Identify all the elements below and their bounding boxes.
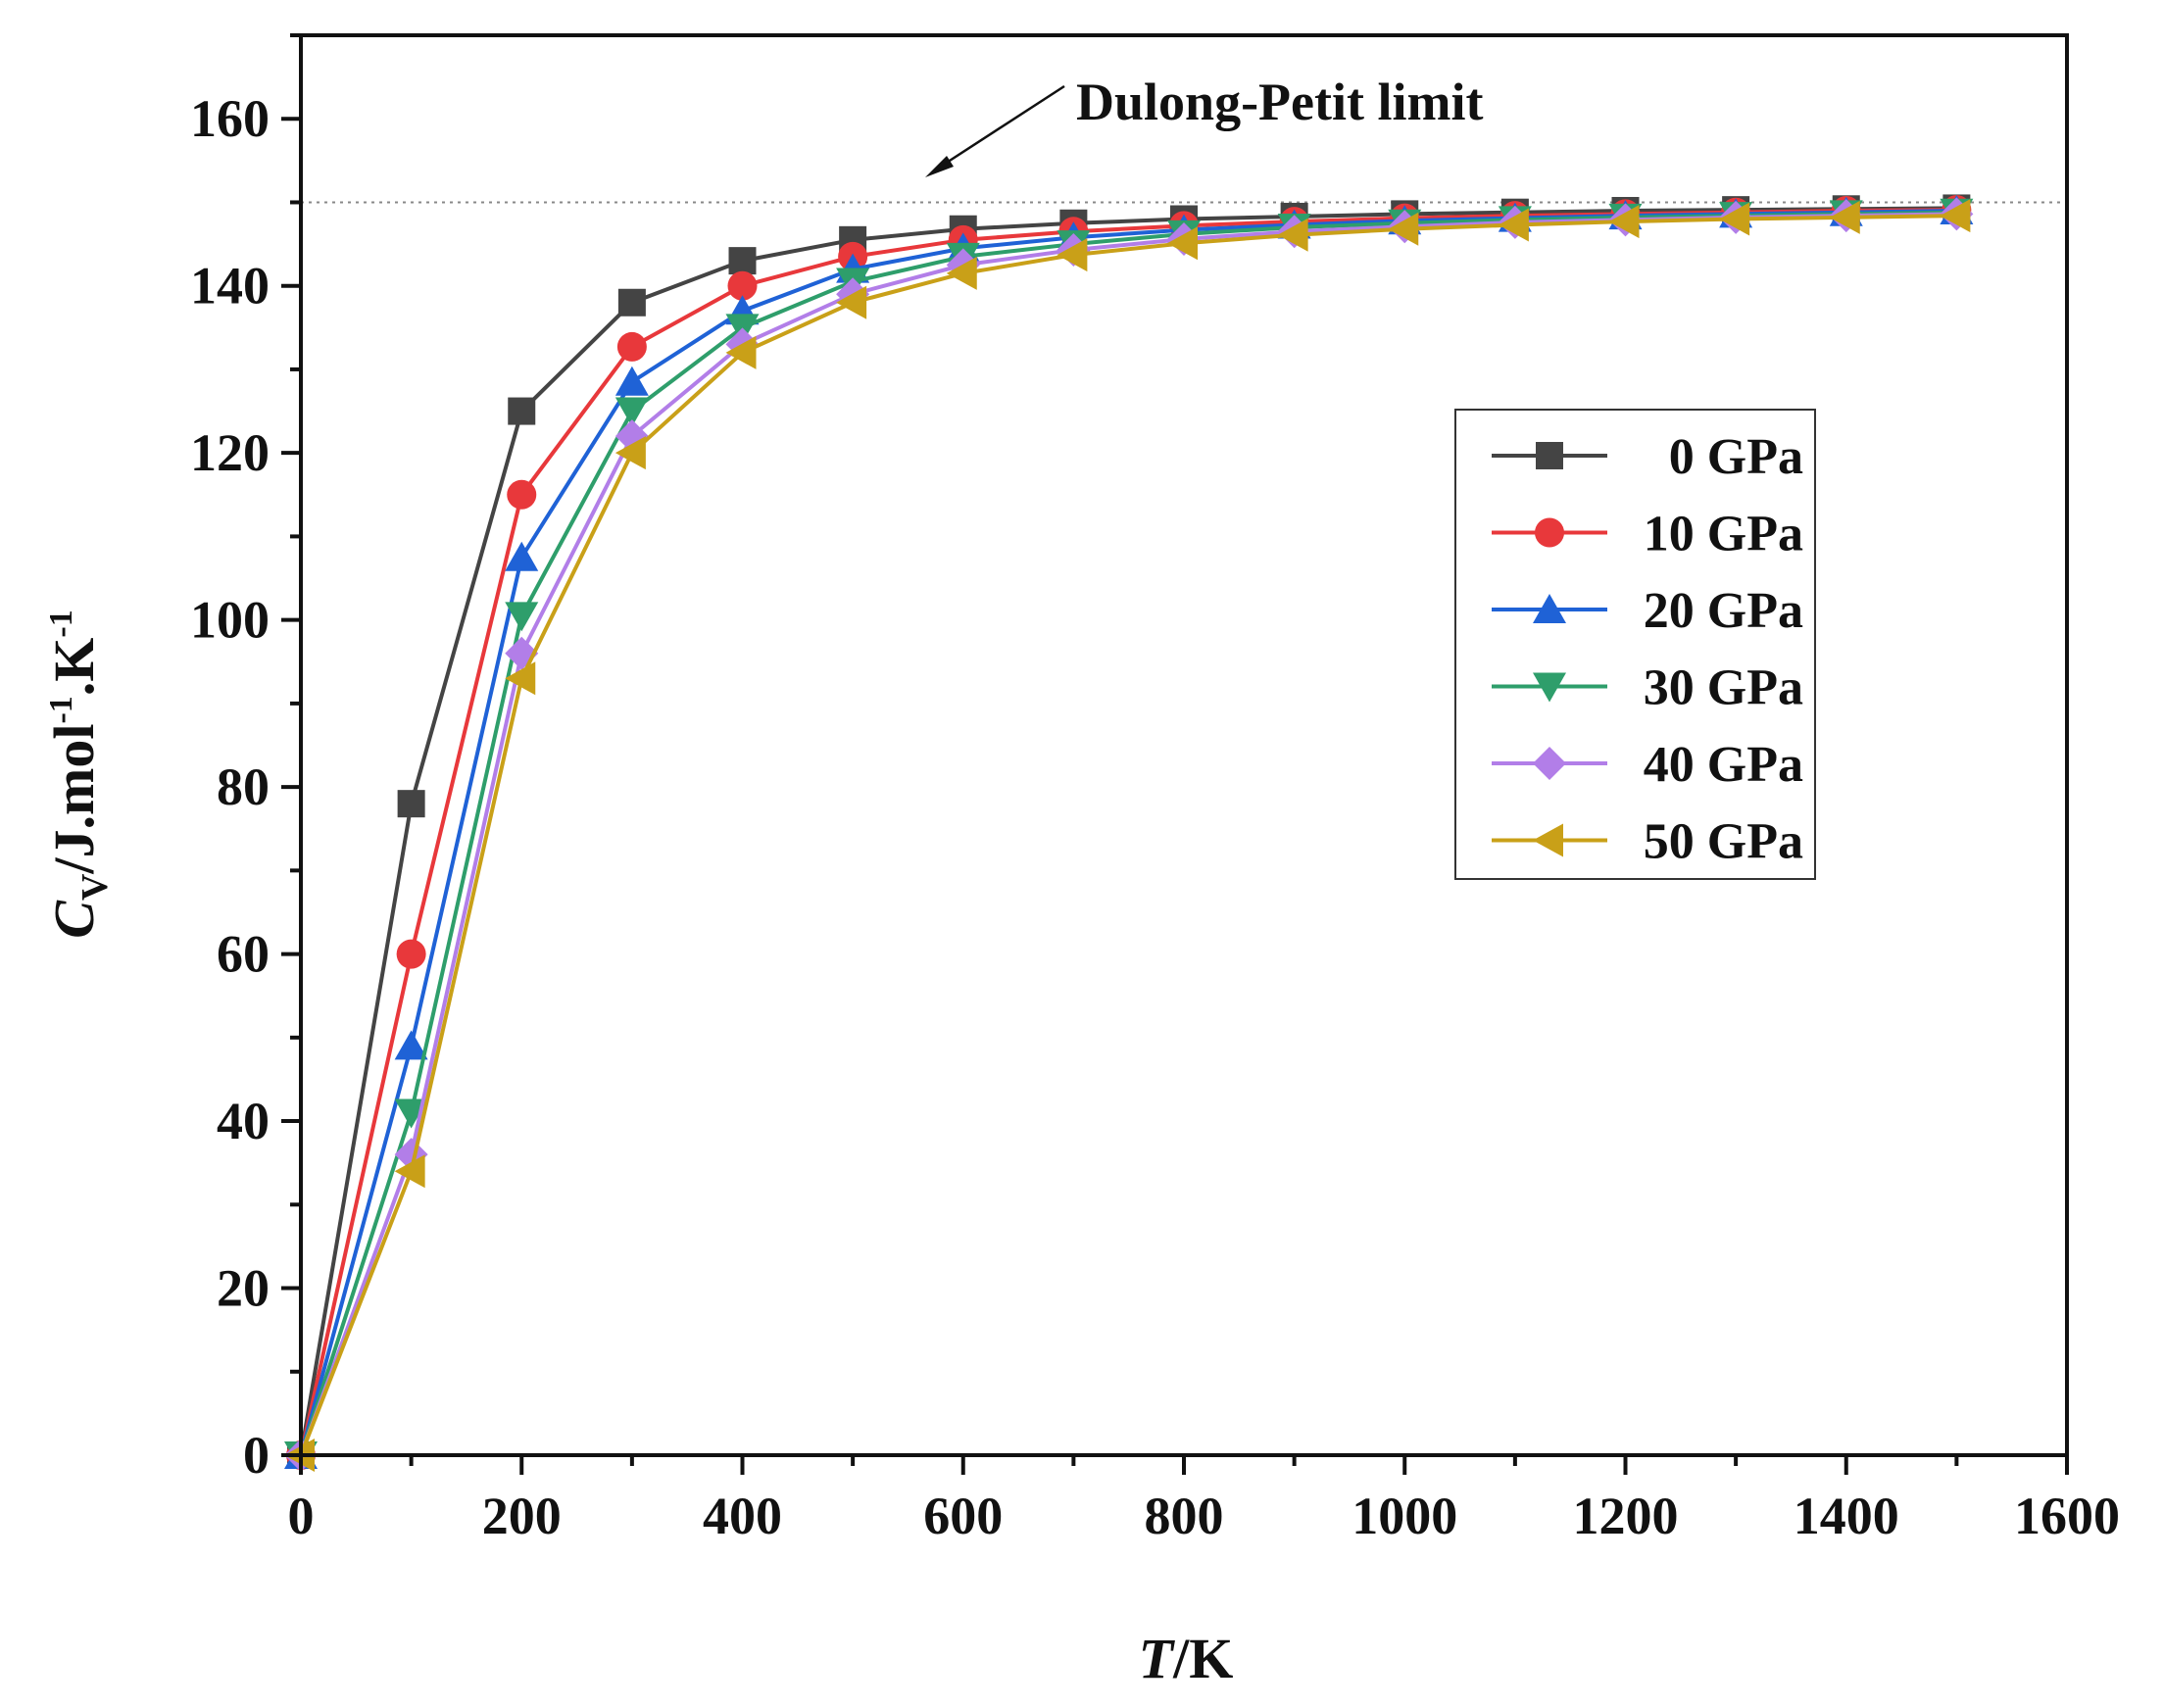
series-line [299, 206, 1957, 1456]
marker-triangle-left [1167, 226, 1198, 261]
marker-circle [507, 479, 537, 510]
legend-item: 10 GPa [1492, 507, 1803, 562]
marker-triangle-left [1057, 238, 1088, 272]
marker-triangle-left [1608, 205, 1640, 239]
x-tick-label: 0 [288, 1487, 315, 1545]
y-tick-label: 120 [190, 423, 270, 482]
y-axis-label: CV/J.mol-1.K-1 [42, 610, 116, 938]
x-axis-label: T/K [1139, 1627, 1234, 1690]
x-tick-label: 1000 [1352, 1487, 1457, 1545]
marker-triangle-left [1940, 199, 1971, 233]
legend-label: 30 GPa [1644, 660, 1803, 716]
marker-triangle-down [394, 1098, 428, 1129]
annotation-arrow [935, 84, 1065, 171]
marker-triangle-up [614, 366, 649, 396]
y-tick-label: 0 [243, 1426, 270, 1485]
y-tick-label: 100 [190, 591, 270, 650]
series-line [299, 214, 1957, 1456]
marker-square [728, 247, 757, 275]
marker-circle [616, 331, 647, 362]
marker-square [1536, 442, 1563, 469]
series-line [299, 210, 1957, 1456]
marker-triangle-left [394, 1154, 425, 1189]
x-tick-label: 600 [923, 1487, 1003, 1545]
annotation-label: Dulong-Petit limit [1076, 73, 1483, 131]
y-tick-label: 160 [190, 89, 270, 148]
legend-item: 0 GPa [1492, 429, 1803, 485]
x-tick-label: 800 [1145, 1487, 1224, 1545]
legend-item: 40 GPa [1492, 737, 1803, 793]
marker-triangle-left [1388, 212, 1419, 246]
marker-square [508, 397, 536, 425]
marker-diamond [1533, 747, 1566, 780]
marker-triangle-down [614, 397, 649, 427]
marker-circle [1535, 517, 1564, 548]
legend-label: 50 GPa [1644, 814, 1803, 870]
marker-triangle-left [1829, 200, 1860, 234]
legend-label: 40 GPa [1644, 737, 1803, 793]
y-tick-label: 40 [217, 1092, 270, 1150]
marker-triangle-left [836, 285, 867, 319]
marker-triangle-left [725, 335, 757, 369]
legend-item: 50 GPa [1492, 814, 1803, 870]
x-tick-label: 1200 [1573, 1487, 1679, 1545]
x-tick-label: 1600 [2014, 1487, 2120, 1545]
legend-label: 0 GPa [1669, 429, 1803, 485]
marker-triangle-up [1533, 594, 1566, 623]
marker-triangle-left [1498, 208, 1529, 242]
legend-item: 30 GPa [1492, 660, 1803, 716]
y-tick-label: 80 [217, 757, 270, 816]
marker-triangle-down [505, 602, 539, 632]
marker-circle [396, 939, 426, 969]
marker-triangle-up [394, 1030, 428, 1060]
marker-triangle-left [946, 256, 977, 290]
legend-box [1454, 409, 1816, 880]
marker-circle [727, 270, 758, 301]
legend-label: 20 GPa [1644, 583, 1803, 639]
y-tick-label: 140 [190, 257, 270, 316]
legend-label: 10 GPa [1644, 507, 1803, 562]
legend-item: 20 GPa [1492, 583, 1803, 639]
marker-triangle-left [505, 661, 536, 696]
x-tick-label: 400 [703, 1487, 782, 1545]
marker-triangle-left [1277, 218, 1308, 252]
annotation-arrowhead [925, 156, 954, 177]
marker-triangle-left [1533, 823, 1563, 857]
y-tick-label: 20 [217, 1259, 270, 1318]
marker-triangle-left [614, 436, 646, 470]
x-tick-label: 1400 [1794, 1487, 1899, 1545]
marker-square [617, 288, 646, 317]
marker-triangle-up [505, 541, 539, 571]
marker-triangle-left [1719, 202, 1750, 236]
x-tick-label: 200 [482, 1487, 562, 1545]
marker-triangle-down [1533, 672, 1566, 703]
legend: 0 GPa 10 GPa 20 GPa 30 GPa 40 GPa 50 GPa [1454, 409, 1816, 880]
marker-square [397, 790, 425, 818]
plot-marks [284, 194, 2067, 1472]
y-tick-label: 60 [217, 925, 270, 984]
series-50-gpa [284, 199, 1971, 1472]
